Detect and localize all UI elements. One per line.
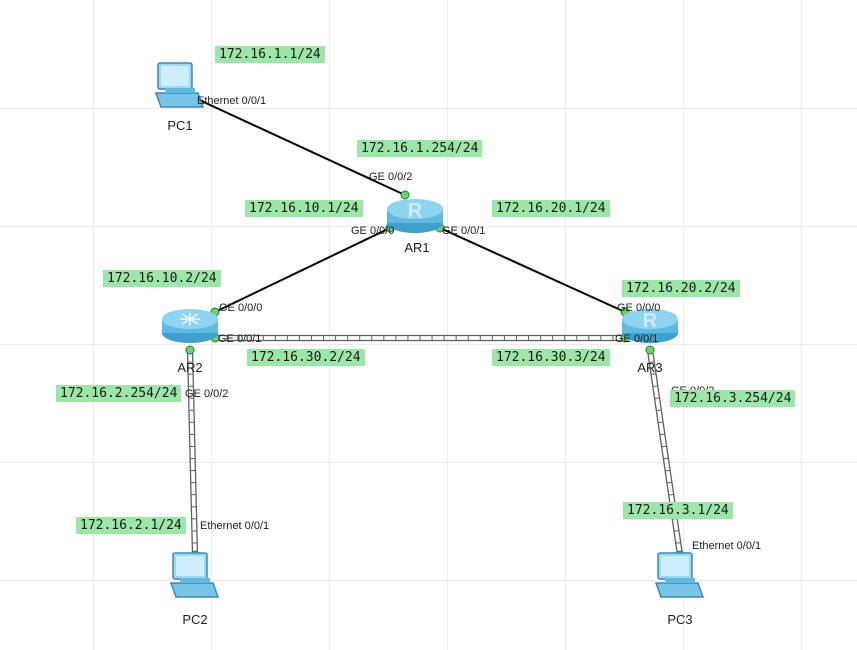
device-label-ar3: AR3 bbox=[637, 360, 662, 375]
ip-tag-ar1_g2: 172.16.1.254/24 bbox=[357, 140, 482, 157]
ip-tag-ar1_g0: 172.16.10.1/24 bbox=[245, 200, 363, 217]
port-label-pc1_eth: Ethernet 0/0/1 bbox=[197, 95, 266, 107]
port-label-ar1_ge000: GE 0/0/0 bbox=[351, 225, 394, 237]
device-label-pc2: PC2 bbox=[182, 612, 207, 627]
port-label-ar2_ge001: GE 0/0/1 bbox=[218, 333, 261, 345]
port-label-ar1_ge002: GE 0/0/2 bbox=[369, 171, 412, 183]
port-label-pc3_eth: Ethernet 0/0/1 bbox=[692, 540, 761, 552]
device-label-ar1: AR1 bbox=[404, 240, 429, 255]
port-label-ar2_ge000: GE 0/0/0 bbox=[219, 302, 262, 314]
ip-tag-ar3_g1: 172.16.30.3/24 bbox=[492, 349, 610, 366]
port-label-ar2_ge002: GE 0/0/2 bbox=[185, 388, 228, 400]
ip-tag-ar2_g0: 172.16.10.2/24 bbox=[103, 270, 221, 287]
ip-tag-ar3_g2: 172.16.3.254/24 bbox=[670, 390, 795, 407]
port-label-pc2_eth: Ethernet 0/0/1 bbox=[200, 520, 269, 532]
ip-tag-pc2_ip: 172.16.2.1/24 bbox=[76, 517, 186, 534]
label-layer: PC1 PC2 PC3 AR1 AR2 AR3 Ethernet 0/0/1 GE 0/0/2… bbox=[0, 0, 857, 650]
device-label-ar2: AR2 bbox=[177, 360, 202, 375]
port-label-ar1_ge001: GE 0/0/1 bbox=[442, 225, 485, 237]
ip-tag-ar1_g1: 172.16.20.1/24 bbox=[492, 200, 610, 217]
ip-tag-ar2_g1: 172.16.30.2/24 bbox=[247, 349, 365, 366]
ip-tag-ar2_g2: 172.16.2.254/24 bbox=[56, 385, 181, 402]
device-label-pc1: PC1 bbox=[167, 118, 192, 133]
ip-tag-pc1_ip: 172.16.1.1/24 bbox=[215, 46, 325, 63]
port-label-ar3_ge001: GE 0/0/1 bbox=[615, 333, 658, 345]
device-label-pc3: PC3 bbox=[667, 612, 692, 627]
port-label-ar3_ge000: GE 0/0/0 bbox=[617, 302, 660, 314]
ip-tag-ar3_g0: 172.16.20.2/24 bbox=[622, 280, 740, 297]
ip-tag-pc3_ip: 172.16.3.1/24 bbox=[623, 502, 733, 519]
